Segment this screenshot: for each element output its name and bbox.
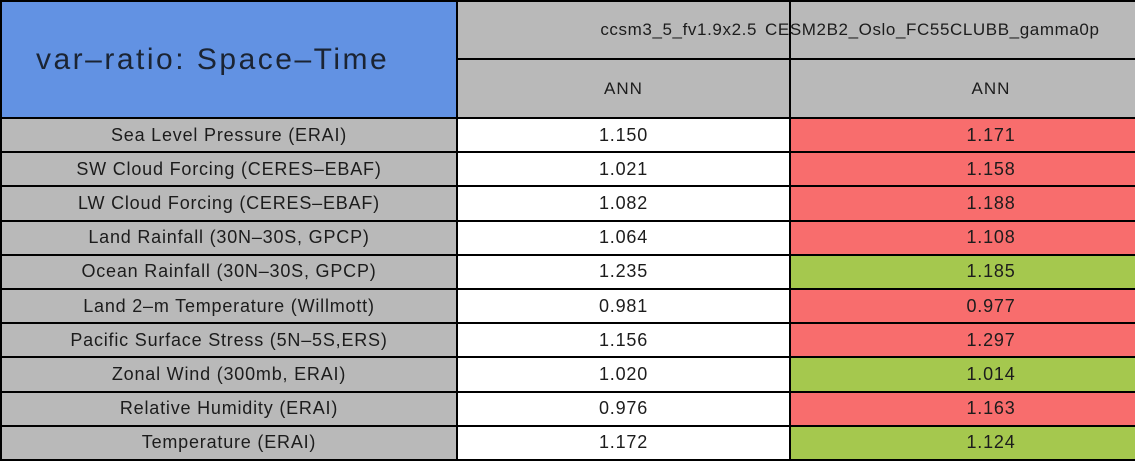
value-cell-model-1: 1.235	[458, 255, 789, 288]
value-cell-model-1: 1.064	[458, 221, 789, 254]
value-text: 1.158	[966, 158, 1016, 179]
value-text: 1.124	[966, 432, 1016, 453]
value-text: 1.185	[966, 261, 1016, 282]
row-label: SW Cloud Forcing (CERES–EBAF)	[76, 158, 382, 179]
table-title: var–ratio: Space–Time	[36, 42, 390, 76]
season-1-label: ANN	[604, 78, 643, 98]
row-label: Pacific Surface Stress (5N–5S,ERS)	[70, 329, 388, 350]
value-cell-model-1: 0.981	[458, 289, 789, 323]
value-cell-model-1: 1.021	[458, 153, 789, 186]
value-cell-model-2: 1.158	[791, 153, 1135, 186]
value-text: 1.171	[966, 124, 1016, 145]
value-text: 1.108	[966, 227, 1016, 248]
value-cell-model-2: 1.124	[791, 426, 1135, 459]
column-header-season-2: ANN	[791, 60, 1135, 117]
value-cell-model-1: 1.156	[458, 324, 789, 357]
row-label: Temperature (ERAI)	[141, 432, 317, 453]
value-text: 1.297	[966, 329, 1016, 350]
value-cell-model-2: 1.297	[791, 324, 1135, 357]
value-text: 1.156	[598, 329, 649, 350]
row-label-cell: Sea Level Pressure (ERAI)	[2, 119, 456, 152]
value-text: 0.976	[598, 398, 649, 419]
column-header-model-2: CESM2B2_Oslo_FC55CLUBB_gamma0p	[765, 2, 1135, 58]
value-cell-model-2: 1.014	[791, 358, 1135, 391]
value-cell-model-1: 1.020	[458, 358, 789, 391]
value-text: 1.150	[598, 124, 649, 145]
row-label-cell: Ocean Rainfall (30N–30S, GPCP)	[2, 255, 456, 288]
value-text: 1.020	[598, 363, 649, 384]
value-text: 1.014	[966, 363, 1016, 384]
row-label: Land Rainfall (30N–30S, GPCP)	[88, 227, 370, 248]
row-label-cell: SW Cloud Forcing (CERES–EBAF)	[2, 153, 456, 186]
row-label: Land 2–m Temperature (Willmott)	[83, 295, 375, 316]
value-cell-model-1: 1.150	[458, 119, 789, 152]
value-text: 1.235	[598, 261, 649, 282]
row-label-cell: Relative Humidity (ERAI)	[2, 392, 456, 425]
row-label-cell: Land Rainfall (30N–30S, GPCP)	[2, 221, 456, 254]
value-cell-model-2: 0.977	[791, 289, 1135, 323]
column-header-model-1: ccsm3_5_fv1.9x2.5	[458, 2, 789, 58]
value-cell-model-2: 1.108	[791, 221, 1135, 254]
row-label-cell: Pacific Surface Stress (5N–5S,ERS)	[2, 324, 456, 357]
row-label-cell: LW Cloud Forcing (CERES–EBAF)	[2, 187, 456, 220]
value-text: 0.981	[598, 295, 649, 316]
value-text: 1.021	[598, 158, 649, 179]
row-label: Sea Level Pressure (ERAI)	[110, 124, 348, 145]
row-label-cell: Zonal Wind (300mb, ERAI)	[2, 358, 456, 391]
value-text: 1.163	[966, 398, 1016, 419]
value-cell-model-1: 1.082	[458, 187, 789, 220]
value-text: 1.172	[598, 432, 649, 453]
value-cell-model-2: 1.185	[791, 255, 1135, 288]
value-cell-model-2: 1.188	[791, 187, 1135, 220]
model-1-name: ccsm3_5_fv1.9x2.5	[600, 20, 757, 39]
row-label-cell: Temperature (ERAI)	[2, 426, 456, 459]
value-cell-model-1: 1.172	[458, 426, 789, 459]
value-cell-model-1: 0.976	[458, 392, 789, 425]
value-text: 1.064	[598, 227, 649, 248]
season-2-label: ANN	[971, 78, 1011, 98]
value-text: 0.977	[966, 295, 1016, 316]
value-cell-model-2: 1.171	[791, 119, 1135, 152]
row-label-cell: Land 2–m Temperature (Willmott)	[2, 289, 456, 323]
value-cell-model-2: 1.163	[791, 392, 1135, 425]
value-text: 1.188	[966, 192, 1016, 213]
row-label: Ocean Rainfall (30N–30S, GPCP)	[81, 261, 377, 282]
row-label: LW Cloud Forcing (CERES–EBAF)	[78, 192, 380, 213]
row-label: Relative Humidity (ERAI)	[119, 398, 339, 419]
model-2-name: CESM2B2_Oslo_FC55CLUBB_gamma0p	[765, 20, 1100, 39]
column-header-season-1: ANN	[458, 60, 789, 117]
table-title-cell: var–ratio: Space–Time	[2, 2, 456, 117]
value-text: 1.082	[598, 192, 649, 213]
row-label: Zonal Wind (300mb, ERAI)	[111, 363, 347, 384]
